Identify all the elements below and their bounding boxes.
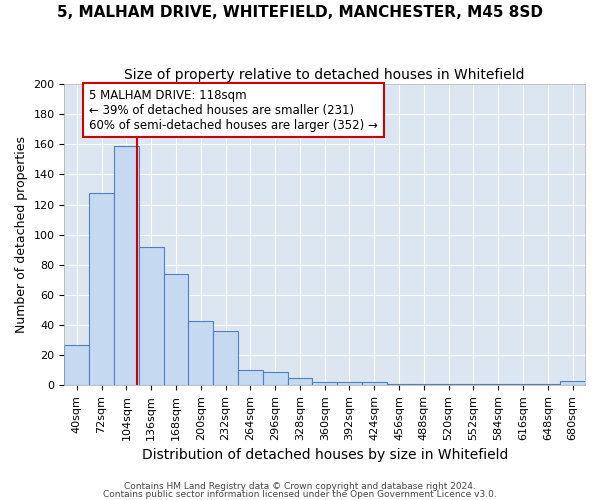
Bar (114, 146, 139, 386)
Bar (263, 372, 287, 386)
Bar (486, 384, 511, 386)
Text: Contains HM Land Registry data © Crown copyright and database right 2024.: Contains HM Land Registry data © Crown c… (124, 482, 476, 491)
Bar (139, 246, 164, 386)
Bar (412, 384, 436, 386)
Bar (287, 378, 313, 386)
Title: Size of property relative to detached houses in Whitefield: Size of property relative to detached ho… (124, 68, 525, 82)
Bar (313, 382, 337, 386)
Y-axis label: Number of detached properties: Number of detached properties (15, 136, 28, 333)
Bar (535, 384, 560, 386)
Bar (213, 331, 238, 386)
X-axis label: Distribution of detached houses by size in Whitefield: Distribution of detached houses by size … (142, 448, 508, 462)
Bar (362, 382, 386, 386)
Bar (511, 384, 535, 386)
Bar (560, 381, 585, 386)
Bar (238, 370, 263, 386)
Bar (436, 384, 461, 386)
Bar (64, 344, 89, 386)
Bar (164, 274, 188, 386)
Bar (337, 382, 362, 386)
Bar (89, 192, 114, 386)
Text: 5, MALHAM DRIVE, WHITEFIELD, MANCHESTER, M45 8SD: 5, MALHAM DRIVE, WHITEFIELD, MANCHESTER,… (57, 5, 543, 20)
Bar (188, 320, 213, 386)
Bar (461, 384, 486, 386)
Text: 5 MALHAM DRIVE: 118sqm
← 39% of detached houses are smaller (231)
60% of semi-de: 5 MALHAM DRIVE: 118sqm ← 39% of detached… (89, 88, 378, 132)
Bar (386, 384, 412, 386)
Text: Contains public sector information licensed under the Open Government Licence v3: Contains public sector information licen… (103, 490, 497, 499)
